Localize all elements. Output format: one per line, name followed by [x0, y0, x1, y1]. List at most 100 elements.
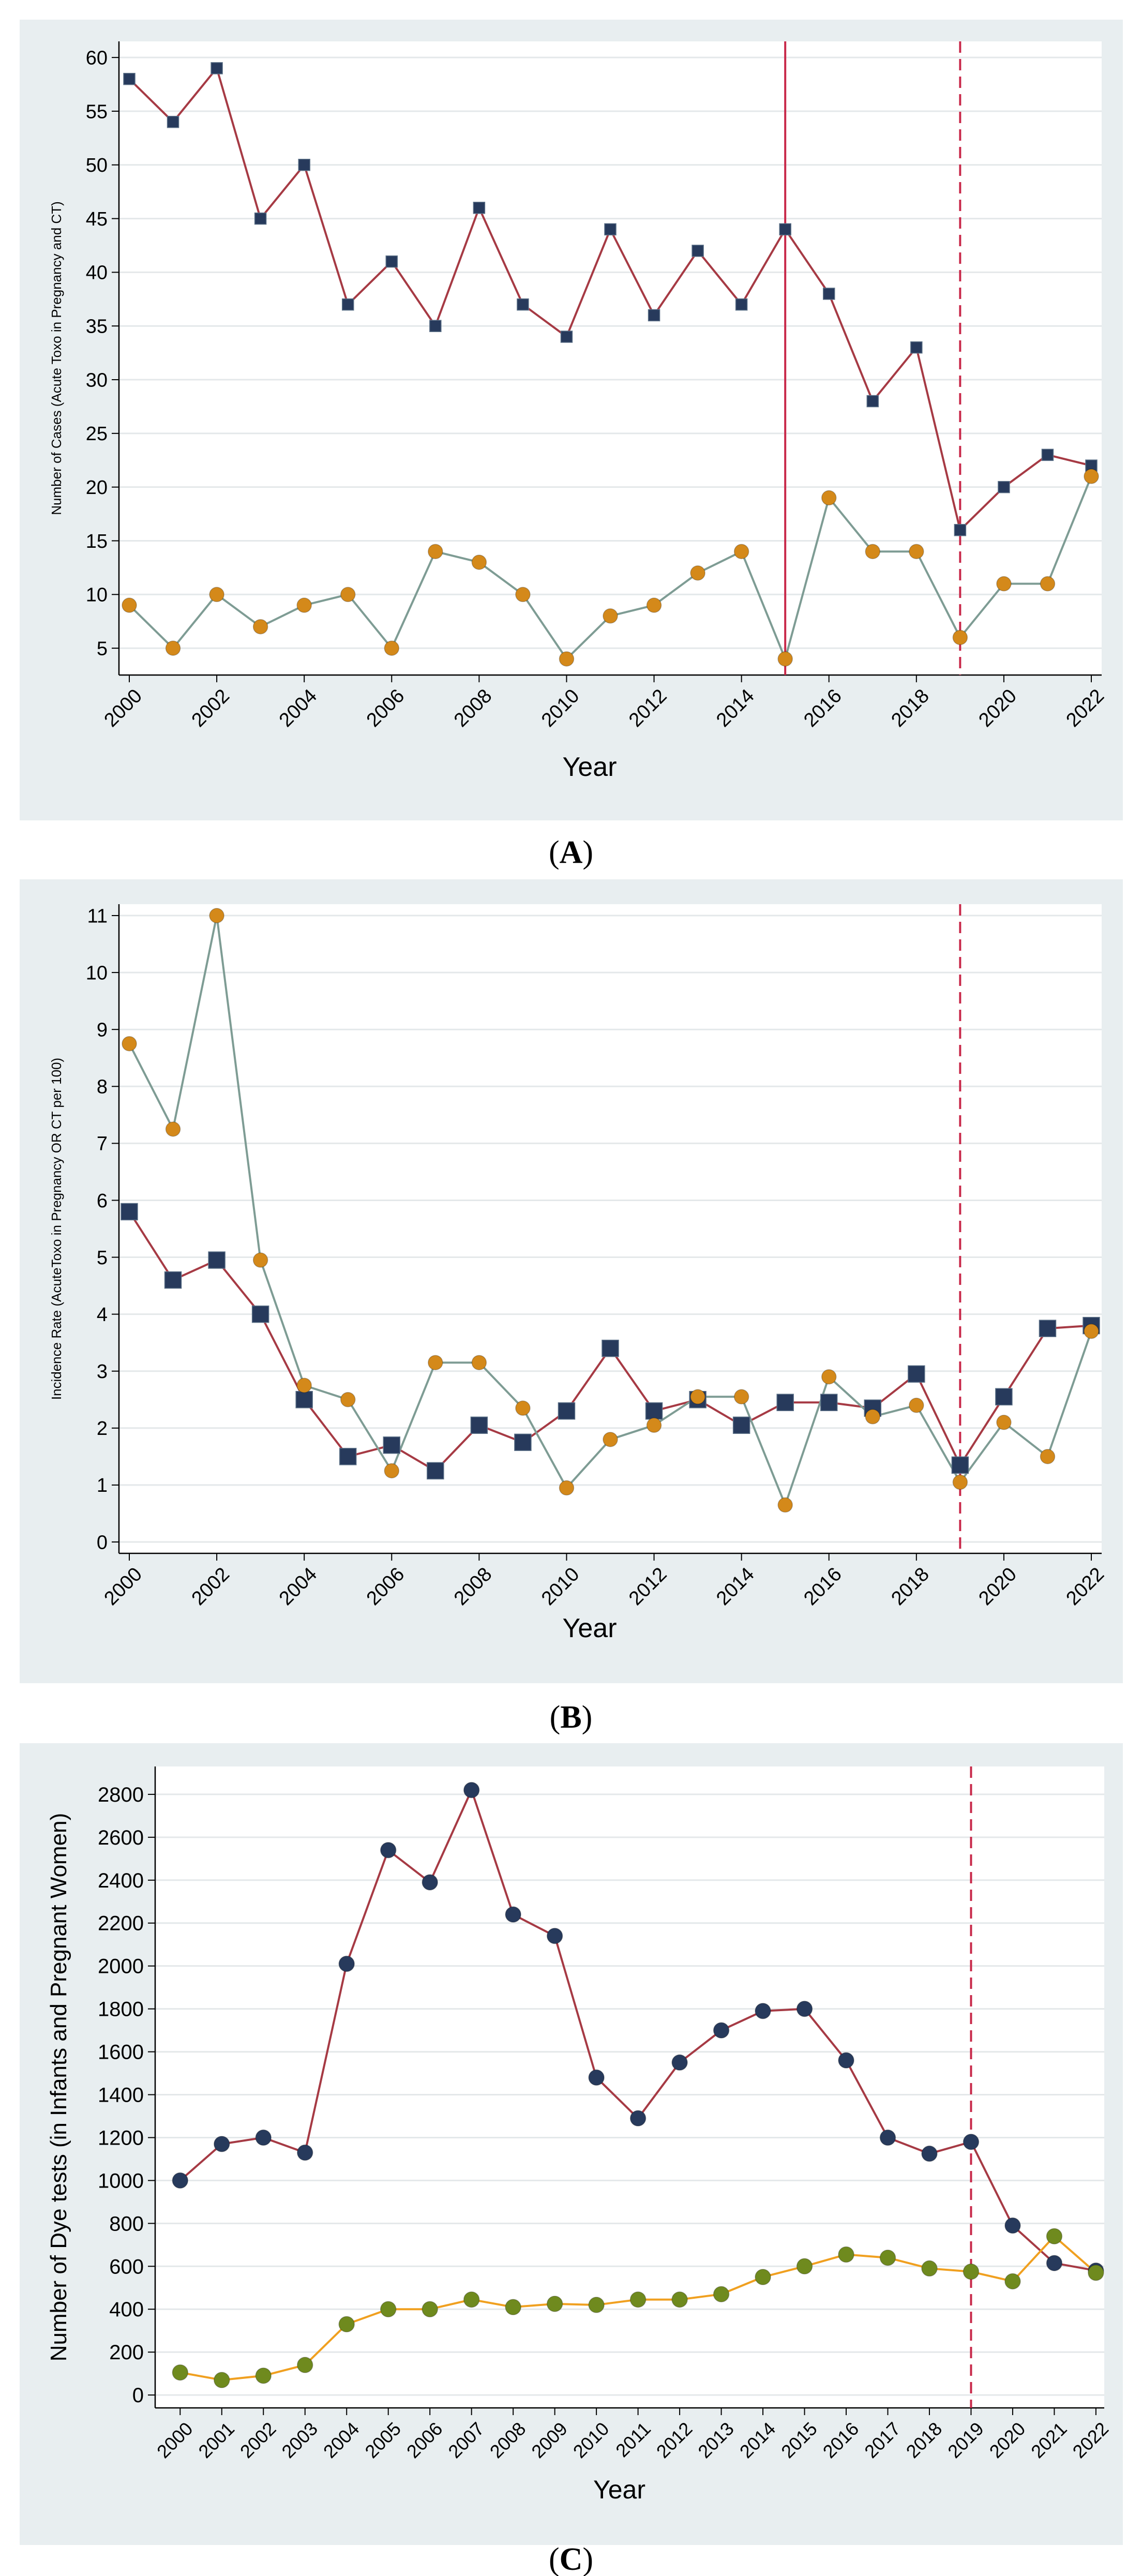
series-1-point [341, 298, 354, 311]
series-1-point [645, 1402, 663, 1420]
y-tick-label: 2800 [98, 1784, 144, 1806]
series-1-point [1046, 2255, 1063, 2271]
series-2-point [428, 1355, 443, 1370]
series-1-point [208, 1251, 226, 1269]
y-tick-label: 9 [97, 1019, 108, 1041]
y-tick-label: 2600 [98, 1826, 144, 1849]
series-2-point [996, 576, 1012, 592]
series-2-point [690, 565, 705, 581]
y-tick-label: 55 [86, 101, 108, 123]
y-tick-label: 7 [97, 1133, 108, 1155]
panel-a-label: (A) [549, 835, 593, 870]
series-2-point [690, 1389, 705, 1405]
y-tick-label: 2 [97, 1418, 108, 1440]
x-axis-title: Year [562, 752, 617, 782]
series-2-point [165, 1121, 181, 1137]
series-2-point [1084, 1323, 1099, 1339]
panel-c: 0 200 400 600 800 1000 1200 1400 1600 1800 2000 220… [20, 1743, 1123, 2545]
y-tick-label: 200 [109, 2341, 144, 2364]
series-1-point [470, 1416, 488, 1434]
series-1-point [514, 1433, 532, 1451]
series-2-point [463, 2291, 480, 2308]
series-1-point [588, 2069, 605, 2086]
series-1-point [211, 62, 223, 74]
series-1-point [648, 309, 660, 322]
series-2-point [821, 490, 837, 506]
panel-c-plot-area [155, 1766, 1104, 2408]
series-2-point [838, 2246, 854, 2263]
series-1-point [167, 115, 179, 128]
series-2-point [713, 2286, 730, 2302]
series-2-point [1040, 1449, 1056, 1464]
series-1-point [429, 320, 442, 332]
series-1-point [255, 2129, 272, 2146]
series-1-point [383, 1436, 401, 1454]
y-tick-label: 8 [97, 1076, 108, 1098]
series-2-point [340, 587, 356, 603]
series-1-point [254, 212, 267, 225]
series-2-point [646, 1417, 662, 1433]
y-tick-label: 35 [86, 316, 108, 338]
series-1-point [995, 1388, 1013, 1406]
series-2-point [879, 2249, 896, 2266]
series-1-point [172, 2172, 189, 2189]
series-2-point [1046, 2228, 1063, 2244]
series-2-point [122, 597, 137, 613]
y-tick-label: 5 [97, 638, 108, 660]
x-axis-title: Year [593, 2475, 645, 2504]
series-2-point [603, 1432, 618, 1447]
y-tick-label: 10 [86, 962, 108, 984]
y-tick-label: 0 [97, 1532, 108, 1553]
series-1-point [755, 2003, 771, 2019]
series-1-point [422, 1874, 438, 1891]
series-2-point [559, 651, 575, 667]
series-1-point [1039, 1320, 1057, 1337]
series-2-point [629, 2291, 647, 2308]
series-1-point [295, 1391, 313, 1409]
series-2-point [384, 640, 400, 656]
series-2-point [1040, 576, 1056, 592]
series-2-point [755, 2269, 771, 2285]
series-1-point [604, 223, 617, 236]
series-2-point [296, 1377, 312, 1393]
y-tick-label: 600 [109, 2255, 144, 2278]
y-axis-title: Number of Cases (Acute Toxo in Pregnancy… [49, 201, 64, 515]
series-2-point [122, 1036, 137, 1052]
series-1-point [879, 2129, 896, 2146]
y-tick-label: 800 [109, 2212, 144, 2235]
series-2-point [255, 2368, 272, 2384]
series-1-point [963, 2134, 980, 2150]
series-1-point [951, 1456, 969, 1474]
series-1-point [629, 2110, 647, 2126]
y-tick-label: 11 [87, 905, 108, 927]
series-1-point [164, 1271, 182, 1289]
series-2-point [733, 544, 749, 559]
series-1-point [517, 298, 529, 311]
series-2-point [252, 619, 268, 635]
series-2-point [338, 2316, 355, 2333]
series-1-point [779, 223, 791, 236]
series-1-point [298, 159, 310, 171]
y-tick-label: 1600 [98, 2041, 144, 2064]
series-2-point [796, 2258, 813, 2275]
series-2-point [172, 2364, 189, 2381]
series-2-point [380, 2301, 397, 2317]
series-1-point [776, 1394, 794, 1412]
series-2-point [384, 1463, 400, 1479]
series-1-point [338, 1955, 355, 1972]
series-2-point [996, 1415, 1012, 1430]
series-1-point [123, 72, 136, 85]
y-tick-label: 4 [97, 1304, 108, 1326]
series-1-point [560, 331, 573, 343]
series-2-point [471, 555, 487, 570]
y-tick-label: 60 [86, 47, 108, 69]
y-tick-label: 1 [97, 1475, 108, 1496]
series-1-point [954, 523, 967, 536]
y-tick-label: 2000 [98, 1955, 144, 1978]
series-2-point [821, 1369, 837, 1385]
series-2-point [733, 1389, 749, 1405]
x-axis-title: Year [562, 1613, 617, 1643]
series-1-point [602, 1339, 619, 1357]
